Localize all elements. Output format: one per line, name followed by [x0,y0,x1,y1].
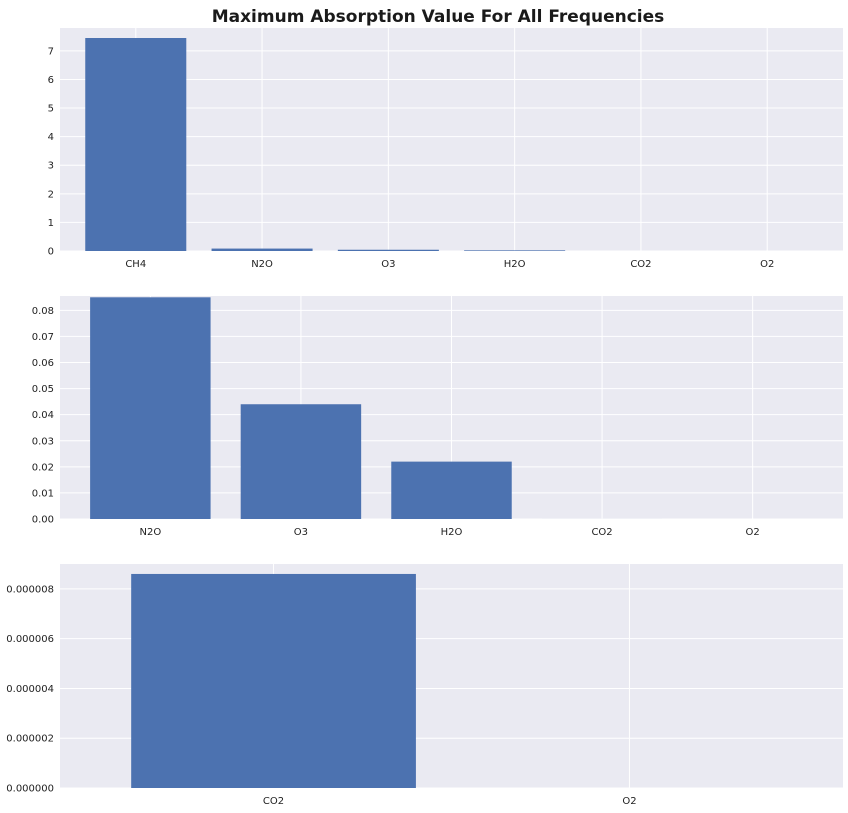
x-tick-label: CO2 [630,259,651,270]
x-tick-label: O2 [746,527,760,538]
y-tick-label: 0.000006 [6,634,54,645]
bar-n2o [211,248,313,251]
bar-h2o [391,461,512,519]
y-tick-label: 0.000000 [6,784,54,795]
bar-o3 [240,404,362,519]
x-tick-label: O2 [760,259,774,270]
y-tick-label: 4 [48,132,54,143]
y-tick-label: 0 [48,247,54,258]
y-tick-label: 0.05 [32,384,54,395]
y-tick-label: 0.02 [32,462,54,473]
y-tick-label: 5 [48,104,54,115]
x-tick-label: O3 [294,527,308,538]
y-tick-label: 3 [48,161,54,172]
bar-h2o [464,250,566,251]
subplot-3: 0.000000 0.000002 0.000004 0.000006 0.000008… [6,564,843,807]
bar-co2 [131,573,416,788]
y-tick-label: 2 [48,189,54,200]
x-tick-label: O3 [381,259,395,270]
y-tick-label: 0.01 [32,488,54,499]
y-tick-label: 0.08 [32,306,54,317]
bar-o3 [337,249,439,251]
y-tick-label: 1 [48,218,54,229]
y-tick-label: 0.000008 [6,584,54,595]
chart-title: Maximum Absorption Value For All Frequen… [212,7,665,27]
x-tick-label: H2O [441,527,463,538]
y-tick-label: 0.07 [32,332,54,343]
subplot-1: 0 1 2 3 4 5 6 7 CH4 N2O O3 H2O CO2 O2 [48,28,843,270]
subplot-2: 0.00 0.01 0.02 0.03 0.04 0.05 0.06 0.07 0.08 N2O O… [32,296,843,538]
x-tick-label: CO2 [263,796,284,807]
y-tick-label: 0.000004 [6,684,54,695]
y-tick-label: 0.04 [32,410,54,421]
y-tick-label: 0.000002 [6,734,54,745]
plot-area-1 [60,28,843,251]
x-tick-label: CH4 [125,259,146,270]
bar-n2o [90,297,211,519]
x-tick-label: H2O [504,259,526,270]
x-tick-label: N2O [139,527,161,538]
y-tick-label: 7 [48,46,54,57]
bar-ch4 [85,38,187,251]
y-tick-label: 0.06 [32,358,54,369]
x-tick-label: N2O [251,259,273,270]
y-tick-label: 6 [48,75,54,86]
y-tick-label: 0.03 [32,436,54,447]
x-tick-label: CO2 [591,527,612,538]
y-tick-label: 0.00 [32,515,54,526]
x-tick-label: O2 [622,796,636,807]
